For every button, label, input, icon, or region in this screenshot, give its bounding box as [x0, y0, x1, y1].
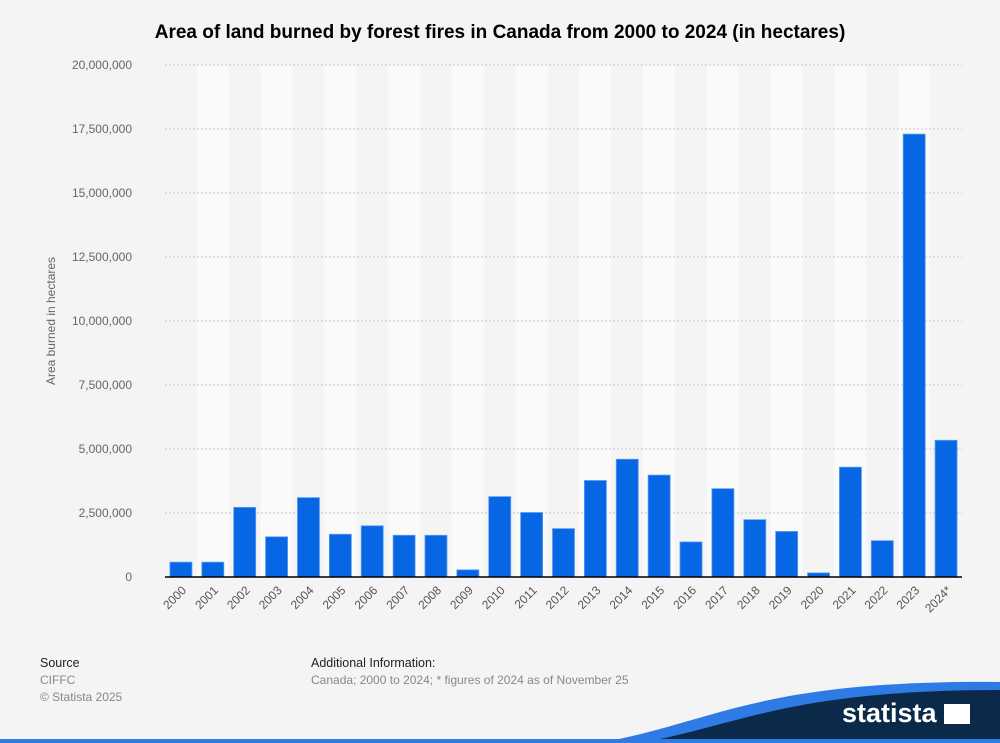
additional-info-label: Additional Information: [311, 656, 436, 670]
source-label: Source [40, 656, 80, 670]
y-tick-label: 12,500,000 [72, 250, 132, 264]
y-tick-label: 7,500,000 [79, 378, 133, 392]
copyright: © Statista 2025 [40, 690, 123, 704]
y-tick-label: 15,000,000 [72, 186, 132, 200]
source-value[interactable]: CIFFC [40, 673, 76, 687]
y-tick-label: 10,000,000 [72, 314, 132, 328]
additional-info-value: Canada; 2000 to 2024; * figures of 2024 … [311, 673, 629, 687]
source-block: Source CIFFC © Statista 2025 [40, 655, 122, 706]
bottom-accent-line [0, 739, 1000, 743]
additional-info-block: Additional Information: Canada; 2000 to … [311, 655, 629, 689]
y-tick-label: 20,000,000 [72, 58, 132, 72]
statista-logo[interactable]: statista [842, 698, 970, 729]
y-tick-label: 17,500,000 [72, 122, 132, 136]
logo-text: statista [841, 698, 937, 728]
logo-mark-icon [944, 704, 970, 724]
y-tick-label: 0 [125, 570, 132, 584]
chart-title: Area of land burned by forest fires in C… [154, 22, 846, 43]
y-axis-label: Area burned in hectares [44, 257, 58, 385]
y-tick-label: 5,000,000 [79, 442, 133, 456]
y-tick-label: 2,500,000 [79, 506, 133, 520]
